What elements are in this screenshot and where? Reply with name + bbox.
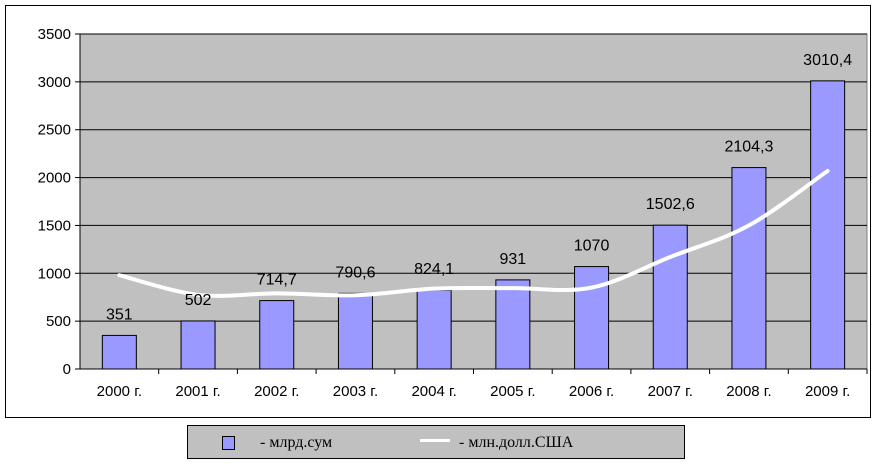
- y-tick-label: 3500: [38, 26, 71, 43]
- x-tick-label: 2003 г.: [333, 383, 378, 400]
- y-tick-label: 3000: [38, 74, 71, 91]
- y-tick-label: 2500: [38, 122, 71, 139]
- x-tick-label: 2006 г.: [569, 383, 614, 400]
- x-tick-label: 2008 г.: [726, 383, 771, 400]
- chart-area: 0 500 1000 1500 2000 2500 3000 3500 351 2000 г. 50…: [5, 5, 871, 418]
- y-tick-label: 1000: [38, 265, 71, 282]
- bar: [810, 80, 846, 370]
- bar-data-label: 824,1: [414, 261, 454, 278]
- bar-data-label: 502: [185, 292, 212, 309]
- bar-data-label: 1070: [574, 238, 610, 255]
- x-tick-label: 2004 г.: [411, 383, 456, 400]
- y-tick-label: 2000: [38, 170, 71, 187]
- x-tick-label: 2009 г.: [805, 383, 850, 400]
- x-tick-label: 2005 г.: [490, 383, 535, 400]
- y-tick-label: 0: [63, 361, 71, 378]
- bar: [259, 300, 295, 370]
- x-tick-label: 2007 г.: [648, 383, 693, 400]
- x-tick-label: 2001 г.: [175, 383, 220, 400]
- chart-svg: 0 500 1000 1500 2000 2500 3000 3500 351 2000 г. 50…: [38, 26, 868, 400]
- bar-data-label: 3010,4: [803, 52, 852, 69]
- bar-data-label: 790,6: [335, 264, 375, 281]
- x-tick-label: 2000 г.: [97, 383, 142, 400]
- legend-label-bars: - млрд.сум: [260, 434, 333, 451]
- x-tick-label: 2002 г.: [254, 383, 299, 400]
- bar-data-label: 2104,3: [724, 139, 773, 156]
- legend-swatch-bar: [222, 436, 235, 450]
- bar: [101, 334, 137, 370]
- series-line: [117, 168, 830, 298]
- bar: [180, 320, 216, 370]
- legend-label-line: - млн.долл.США: [459, 434, 574, 451]
- bar-data-label: 714,7: [257, 272, 297, 289]
- bar: [574, 266, 610, 370]
- bar: [495, 279, 531, 370]
- bar: [416, 289, 452, 370]
- bar-data-label: 1502,6: [646, 196, 695, 213]
- y-tick-label: 1500: [38, 217, 71, 234]
- bar: [652, 224, 688, 370]
- legend: - млрд.сум - млн.долл.США: [187, 425, 685, 459]
- bar: [731, 167, 767, 370]
- bar-data-label: 931: [499, 251, 526, 268]
- legend-swatch-line: [420, 439, 450, 442]
- y-tick-label: 500: [46, 313, 71, 330]
- bar-data-label: 351: [106, 306, 133, 323]
- bar: [337, 292, 373, 370]
